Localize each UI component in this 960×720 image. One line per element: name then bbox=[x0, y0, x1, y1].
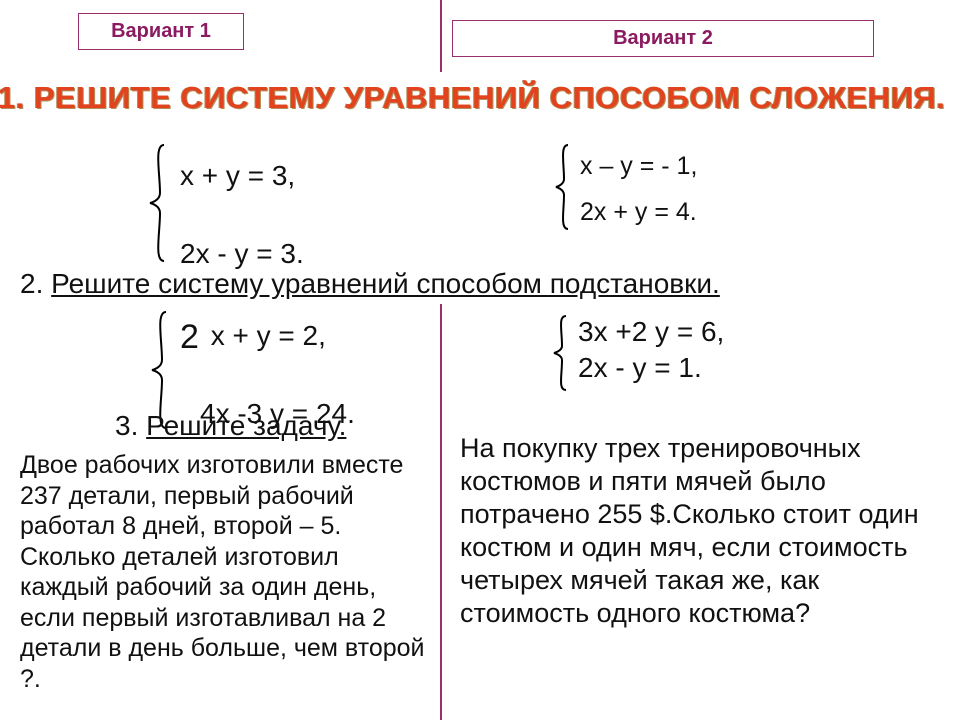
heading-2-text: Решите систему уравнений способом подста… bbox=[51, 268, 720, 299]
variant-1-box: Вариант 1 bbox=[78, 13, 244, 50]
problem-right: На покупку трех тренировочных костюмов и… bbox=[460, 432, 930, 630]
sys3-lead: 2 bbox=[180, 318, 199, 357]
divider-middle bbox=[440, 304, 442, 720]
heading-3-num: 3. bbox=[115, 410, 146, 441]
heading-2: 2. Решите систему уравнений способом под… bbox=[20, 268, 720, 300]
sys2-eq2: 2х + у = 4. bbox=[580, 198, 697, 227]
problem-left: Двое рабочих изготовили вместе 237 детал… bbox=[20, 450, 430, 694]
heading-3: 3. Решите задачу. bbox=[115, 410, 346, 442]
heading-3-text: Решите задачу. bbox=[146, 410, 346, 441]
variant-1-label: Вариант 1 bbox=[111, 20, 211, 42]
divider-top bbox=[440, 0, 442, 72]
sys3-eq1-rest: х + у = 2, bbox=[203, 320, 326, 351]
brace-icon bbox=[554, 143, 572, 231]
page-title: 1. Решите систему уравнений способом сло… bbox=[0, 80, 945, 116]
heading-2-num: 2. bbox=[20, 268, 51, 299]
sys3-eq1: 2 х + у = 2, bbox=[180, 318, 326, 357]
variant-2-label: Вариант 2 bbox=[613, 27, 713, 49]
brace-icon bbox=[552, 314, 570, 392]
sys2-eq1: х – у = - 1, bbox=[580, 152, 697, 181]
sys1-eq1: х + у = 3, bbox=[180, 160, 295, 192]
brace-icon bbox=[148, 143, 168, 263]
sys4-eq1: 3х +2 у = 6, bbox=[578, 316, 724, 348]
sys4-eq2: 2х - у = 1. bbox=[578, 352, 702, 384]
sys1-eq2: 2х - у = 3. bbox=[180, 238, 304, 270]
variant-2-box: Вариант 2 bbox=[452, 20, 874, 57]
